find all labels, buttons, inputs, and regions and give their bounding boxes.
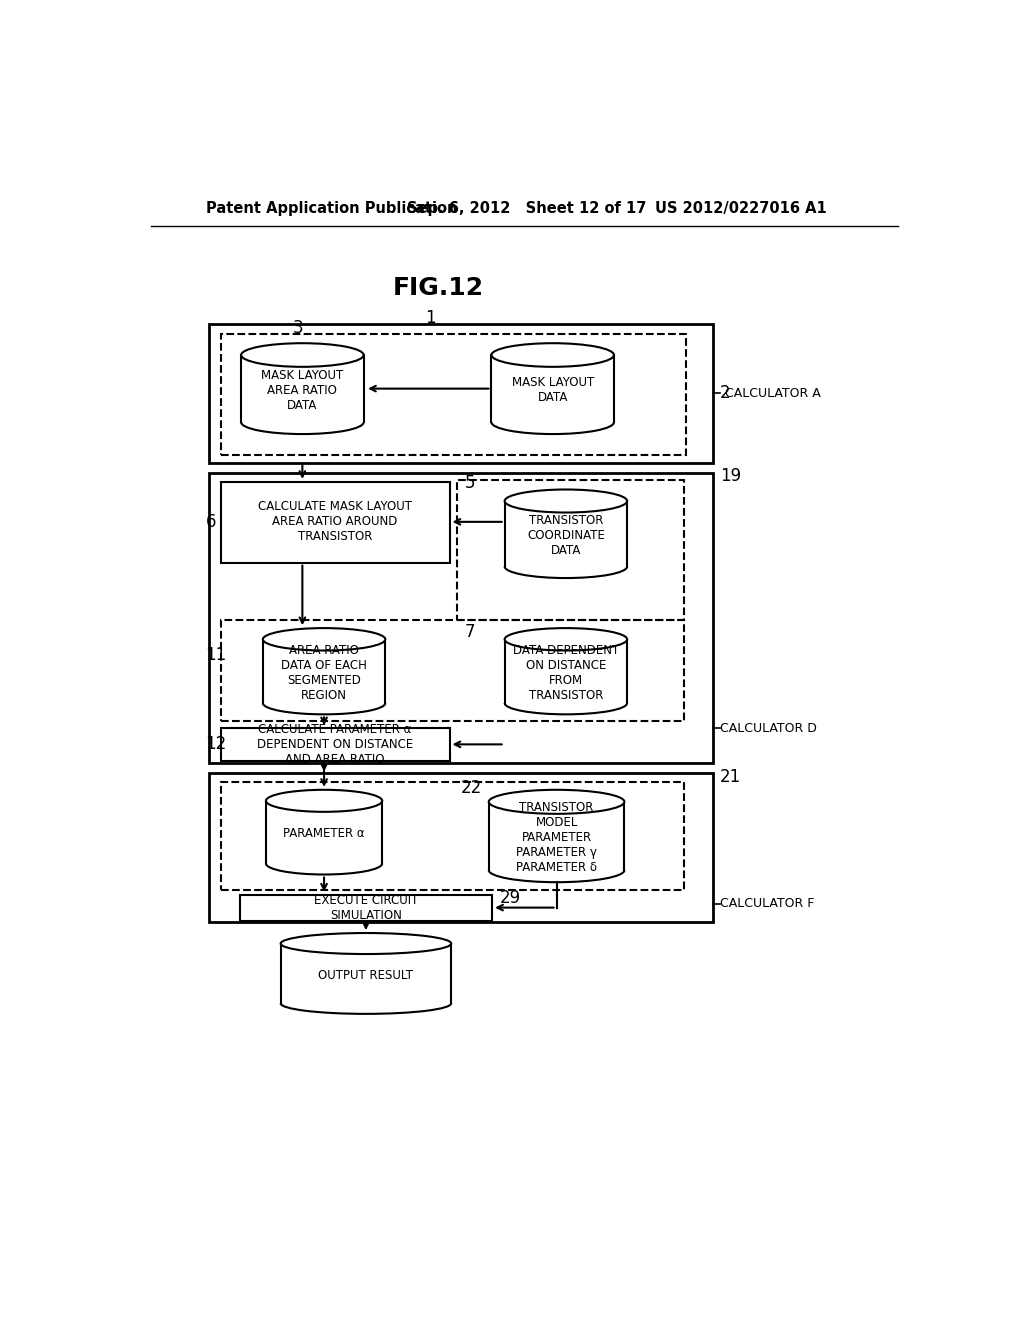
Bar xyxy=(263,639,385,704)
Text: OUTPUT RESULT: OUTPUT RESULT xyxy=(318,969,414,982)
FancyBboxPatch shape xyxy=(492,367,614,434)
Text: Sep. 6, 2012   Sheet 12 of 17: Sep. 6, 2012 Sheet 12 of 17 xyxy=(407,201,646,216)
FancyBboxPatch shape xyxy=(209,323,713,462)
FancyBboxPatch shape xyxy=(266,812,382,875)
Ellipse shape xyxy=(241,343,364,367)
Text: PARAMETER α: PARAMETER α xyxy=(284,828,365,841)
Ellipse shape xyxy=(488,789,625,814)
Ellipse shape xyxy=(505,490,627,512)
Bar xyxy=(266,801,382,863)
Bar xyxy=(505,639,627,704)
Text: 7: 7 xyxy=(464,623,475,642)
Ellipse shape xyxy=(263,692,385,714)
FancyBboxPatch shape xyxy=(221,729,450,760)
Text: CALCULATE PARAMETER α
DEPENDENT ON DISTANCE
AND AREA RATIO: CALCULATE PARAMETER α DEPENDENT ON DISTA… xyxy=(257,723,413,766)
Text: 1: 1 xyxy=(425,309,435,327)
Bar xyxy=(281,944,452,1003)
FancyBboxPatch shape xyxy=(263,651,385,714)
Text: DATA DEPENDENT
ON DISTANCE
FROM
TRANSISTOR: DATA DEPENDENT ON DISTANCE FROM TRANSIST… xyxy=(513,644,618,702)
Text: CALCULATE MASK LAYOUT
AREA RATIO AROUND
TRANSISTOR: CALCULATE MASK LAYOUT AREA RATIO AROUND … xyxy=(258,500,412,544)
FancyBboxPatch shape xyxy=(281,954,452,1014)
FancyBboxPatch shape xyxy=(241,895,493,921)
Text: FIG.12: FIG.12 xyxy=(392,276,483,300)
Ellipse shape xyxy=(492,343,614,367)
FancyBboxPatch shape xyxy=(221,482,450,562)
Ellipse shape xyxy=(281,933,452,954)
Text: 3: 3 xyxy=(293,319,304,337)
Text: AREA RATIO
DATA OF EACH
SEGMENTED
REGION: AREA RATIO DATA OF EACH SEGMENTED REGION xyxy=(282,644,367,702)
Text: 5: 5 xyxy=(464,474,475,492)
Text: 2: 2 xyxy=(720,384,731,403)
Text: Patent Application Publication: Patent Application Publication xyxy=(206,201,457,216)
Text: 29: 29 xyxy=(500,888,521,907)
Bar xyxy=(505,502,627,566)
Ellipse shape xyxy=(492,411,614,434)
FancyBboxPatch shape xyxy=(209,473,713,763)
Text: 11: 11 xyxy=(206,645,226,664)
Text: CALCULATOR D: CALCULATOR D xyxy=(720,722,817,735)
FancyBboxPatch shape xyxy=(209,774,713,923)
Text: 6: 6 xyxy=(206,513,216,531)
Text: US 2012/0227016 A1: US 2012/0227016 A1 xyxy=(655,201,826,216)
Ellipse shape xyxy=(281,993,452,1014)
Ellipse shape xyxy=(241,411,364,434)
Text: TRANSISTOR
MODEL
PARAMETER
PARAMETER γ
PARAMETER δ: TRANSISTOR MODEL PARAMETER PARAMETER γ P… xyxy=(516,801,597,874)
FancyBboxPatch shape xyxy=(505,651,627,714)
Text: MASK LAYOUT
DATA: MASK LAYOUT DATA xyxy=(512,376,594,404)
Text: TRANSISTOR
COORDINATE
DATA: TRANSISTOR COORDINATE DATA xyxy=(527,513,605,557)
Ellipse shape xyxy=(266,853,382,875)
FancyBboxPatch shape xyxy=(488,814,625,882)
Text: CALCULATOR F: CALCULATOR F xyxy=(720,898,814,911)
Text: 12: 12 xyxy=(206,735,226,754)
Text: 19: 19 xyxy=(720,467,741,484)
Text: MASK LAYOUT
AREA RATIO
DATA: MASK LAYOUT AREA RATIO DATA xyxy=(261,370,343,412)
Text: EXECUTE CIRCUIT
SIMULATION: EXECUTE CIRCUIT SIMULATION xyxy=(313,894,418,921)
Bar xyxy=(241,355,364,422)
FancyBboxPatch shape xyxy=(241,367,364,434)
Ellipse shape xyxy=(263,628,385,651)
Text: CALCULATOR A: CALCULATOR A xyxy=(725,387,820,400)
FancyBboxPatch shape xyxy=(505,512,627,578)
Text: 21: 21 xyxy=(720,768,741,787)
Bar xyxy=(492,355,614,422)
Text: 22: 22 xyxy=(461,779,482,797)
Ellipse shape xyxy=(505,692,627,714)
Ellipse shape xyxy=(266,789,382,812)
Ellipse shape xyxy=(505,628,627,651)
Bar xyxy=(488,801,625,870)
Ellipse shape xyxy=(488,858,625,882)
Ellipse shape xyxy=(505,554,627,578)
